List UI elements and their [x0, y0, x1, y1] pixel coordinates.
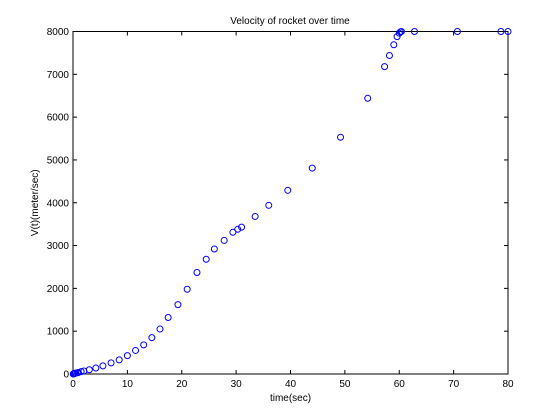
- data-point: [164, 313, 172, 321]
- data-point: [364, 94, 372, 102]
- x-tick-label: 30: [231, 379, 243, 390]
- data-point: [210, 245, 218, 253]
- x-tick-label: 0: [70, 379, 76, 390]
- data-point: [123, 352, 131, 360]
- data-point: [148, 334, 156, 342]
- data-point: [385, 51, 393, 59]
- data-point: [156, 325, 164, 333]
- plot-area: [72, 31, 509, 375]
- y-axis-label: V(t)(meter/sec): [30, 169, 41, 236]
- y-tick-label: 8000: [47, 27, 70, 38]
- data-point: [504, 28, 512, 35]
- data-point: [308, 164, 316, 172]
- x-tick-label: 20: [176, 379, 188, 390]
- data-point: [265, 201, 273, 209]
- data-point: [99, 362, 107, 370]
- x-tick-labels: 0 10 20 30 40 50 60 70 80: [70, 379, 514, 390]
- y-tick-label: 5000: [47, 155, 70, 166]
- data-point: [238, 223, 246, 231]
- x-axis-label: time(sec): [270, 393, 311, 404]
- data-point: [397, 28, 405, 35]
- x-tick-label: 80: [502, 379, 514, 390]
- data-point: [229, 228, 237, 236]
- y-tick-label: 2000: [47, 284, 70, 295]
- data-point: [337, 133, 345, 141]
- data-point: [140, 341, 148, 349]
- y-tick-label: 7000: [47, 70, 70, 81]
- data-point: [92, 364, 100, 372]
- data-point: [132, 346, 140, 354]
- data-point: [395, 29, 403, 37]
- data-point: [202, 255, 210, 263]
- data-point: [85, 366, 93, 374]
- data-point: [77, 368, 85, 376]
- data-point: [107, 359, 115, 367]
- data-point: [284, 186, 292, 194]
- y-tick-label: 0: [63, 370, 69, 381]
- data-point: [381, 63, 389, 71]
- data-point: [115, 356, 123, 364]
- data-points: [69, 28, 512, 378]
- data-point: [220, 236, 228, 244]
- y-tick-labels: 0 1000 2000 3000 4000 5000 6000 7000 8000: [47, 27, 70, 381]
- data-point: [251, 212, 259, 220]
- y-tick-label: 4000: [47, 198, 70, 209]
- data-point: [234, 225, 242, 233]
- x-tick-label: 50: [339, 379, 351, 390]
- y-tick-label: 1000: [47, 327, 70, 338]
- x-tick-label: 70: [448, 379, 460, 390]
- x-tick-label: 10: [122, 379, 134, 390]
- data-point: [410, 28, 418, 35]
- x-tick-label: 60: [394, 379, 406, 390]
- x-tick-label: 40: [285, 379, 297, 390]
- y-tick-label: 3000: [47, 241, 70, 252]
- data-point: [393, 33, 401, 41]
- data-point: [183, 285, 191, 293]
- data-point: [497, 28, 505, 35]
- data-point: [453, 28, 461, 35]
- y-tick-label: 6000: [47, 113, 70, 124]
- data-point: [174, 301, 182, 309]
- chart-title: Velocity of rocket over time: [230, 16, 350, 27]
- data-point: [193, 269, 201, 277]
- data-point: [390, 41, 398, 49]
